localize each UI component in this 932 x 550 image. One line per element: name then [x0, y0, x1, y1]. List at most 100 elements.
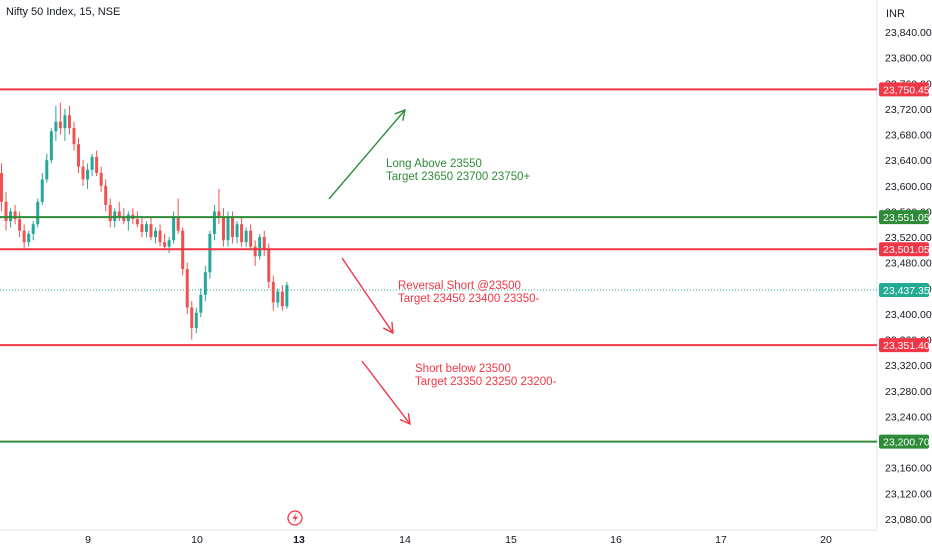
candle-body: [258, 237, 262, 257]
candle-body: [262, 237, 266, 250]
candle-body: [104, 185, 108, 206]
level-price-label: [879, 242, 929, 257]
annotation-long: Long Above 23550 Target 23650 23700 2375…: [386, 158, 530, 184]
candle-body: [185, 269, 189, 308]
symbol-title[interactable]: Nifty 50 Index, 15, NSE: [6, 6, 121, 18]
time-tick-label: 20: [820, 534, 832, 546]
level-price-label: [879, 82, 929, 97]
candle-body: [208, 233, 212, 273]
time-tick-label: 9: [85, 534, 91, 546]
annotation-reversal-line1: Reversal Short @23500: [398, 280, 521, 292]
annotation-short-line1: Short below 23500: [415, 363, 511, 375]
time-tick-label: 15: [505, 534, 517, 546]
candle-body: [22, 230, 26, 243]
annotation-short-line2: Target 23350 23250 23200-: [415, 376, 557, 388]
level-price-text: 23,351.40: [883, 340, 930, 352]
annotation-reversal-line2: Target 23450 23400 23350-: [398, 293, 540, 305]
candle-body: [13, 211, 17, 220]
price-tick-label: 23,640.00: [885, 155, 932, 167]
candle-body: [163, 242, 167, 247]
price-tick-label: 23,280.00: [885, 386, 932, 398]
annotation-short-below: Short below 23500 Target 23350 23250 232…: [415, 363, 556, 389]
candle-body: [154, 230, 158, 238]
price-tick-label: 23,120.00: [885, 488, 932, 500]
candle-body: [67, 115, 71, 129]
candle-body: [40, 179, 44, 202]
candle-body: [231, 217, 235, 238]
candle-body: [194, 312, 198, 329]
annotation-long-line1: Long Above 23550: [386, 158, 482, 170]
candle-body: [149, 224, 153, 238]
candle-body: [108, 205, 112, 222]
candle-body: [240, 224, 244, 243]
price-tick-label: 23,520.00: [885, 232, 932, 244]
candle-body: [81, 166, 85, 180]
arrow-reversal-short[interactable]: [341, 257, 394, 335]
annotation-reversal-short: Reversal Short @23500 Target 23450 23400…: [398, 280, 539, 306]
candle-body: [135, 219, 139, 225]
candle-body: [212, 211, 216, 234]
candle-body: [99, 172, 103, 186]
candle-body: [244, 230, 248, 243]
level-price-label: [879, 338, 929, 353]
price-tick-label: 23,600.00: [885, 181, 932, 193]
candle-body: [117, 211, 121, 217]
last-price-label: [879, 283, 929, 298]
time-tick-label: 10: [191, 534, 203, 546]
price-tick-label: 23,160.00: [885, 463, 932, 475]
lightning-icon[interactable]: [287, 510, 303, 526]
price-tick-label: 23,720.00: [885, 104, 932, 116]
candle-body: [267, 249, 271, 282]
candle-body: [221, 217, 225, 241]
level-price-label: [879, 434, 929, 449]
arrow-short-below[interactable]: [361, 360, 411, 426]
candle-body: [63, 115, 67, 129]
candle-body: [0, 172, 3, 202]
arrow-reversal-short-head: [382, 321, 394, 335]
level-price-label: [879, 210, 929, 225]
candle-body: [249, 230, 253, 247]
price-tick-label: 23,480.00: [885, 258, 932, 270]
candle-body: [167, 240, 171, 247]
candle-body: [31, 224, 35, 234]
candle-body: [122, 216, 126, 222]
level-price-text: 23,551.05: [883, 212, 930, 224]
arrow-short-below-shaft: [361, 360, 411, 425]
time-tick-label: 16: [610, 534, 622, 546]
candle-body: [49, 131, 53, 161]
arrow-long[interactable]: [328, 108, 406, 200]
candle-body: [140, 224, 144, 232]
candle-body: [271, 281, 275, 303]
annotation-long-line2: Target 23650 23700 23750+: [386, 171, 531, 183]
candle-body: [203, 272, 207, 295]
candle-body: [144, 224, 148, 232]
candle-body: [172, 217, 176, 241]
candle-body: [285, 285, 289, 307]
price-tick-label: 23,400.00: [885, 309, 932, 321]
time-tick-label: 17: [715, 534, 727, 546]
price-tick-label: 23,680.00: [885, 130, 932, 142]
time-tick-label: 14: [399, 534, 411, 546]
candle-body: [158, 230, 162, 243]
candle-body: [4, 201, 8, 222]
candle-body: [77, 144, 81, 167]
candle-body: [280, 291, 284, 307]
price-tick-label: 23,320.00: [885, 360, 932, 372]
candle-body: [95, 156, 99, 173]
candle-body: [86, 169, 90, 180]
candle-body: [199, 294, 203, 313]
lightning-icon-bolt: [292, 512, 298, 524]
price-tick-label: 23,240.00: [885, 411, 932, 423]
candle-body: [253, 246, 257, 257]
candle-body: [217, 211, 221, 218]
level-price-text: 23,750.45: [883, 84, 930, 96]
candle-body: [18, 219, 22, 231]
arrow-short-below-head: [399, 413, 411, 426]
candle-body: [45, 160, 49, 180]
candle-body: [190, 307, 194, 329]
currency-label[interactable]: INR: [886, 8, 905, 20]
candle-body: [54, 121, 58, 132]
arrow-long-shaft: [328, 109, 406, 200]
